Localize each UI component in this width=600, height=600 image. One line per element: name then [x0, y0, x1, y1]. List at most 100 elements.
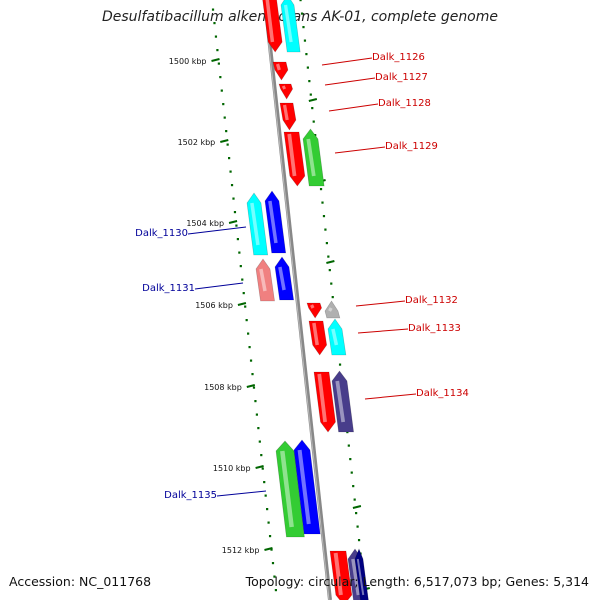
scale-tick: [352, 505, 362, 509]
gene-arrow-shine: [283, 4, 293, 43]
scale-tick: [228, 220, 238, 224]
accession-text: Accession: NC_011768: [9, 574, 152, 589]
scale-dot: [263, 481, 266, 484]
gene-label[interactable]: Dalk_1135: [164, 490, 217, 501]
gene-label[interactable]: Dalk_1126: [372, 52, 425, 63]
label-leader: [355, 300, 406, 307]
gene-label[interactable]: Dalk_1134: [416, 388, 469, 399]
label-leader: [216, 490, 267, 497]
scale-dot: [225, 130, 228, 133]
scale-tick: [326, 260, 335, 264]
gene-label[interactable]: Dalk_1127: [375, 72, 428, 83]
scale-tick-label: 1502 kbp: [178, 138, 216, 147]
scale-dot: [254, 400, 257, 403]
gene-labels: Dalk_1126 Dalk_1127 Dalk_1128 Dalk_1129 Dalk…: [135, 52, 469, 501]
gene-label[interactable]: Dalk_1129: [385, 141, 438, 152]
scale-dot: [213, 22, 216, 25]
scale-dot: [306, 66, 309, 69]
scale-dot: [327, 255, 330, 258]
scale-dot: [242, 292, 245, 295]
scale-dot: [347, 444, 350, 447]
scale-dot: [314, 134, 317, 137]
scale-dot: [211, 8, 215, 11]
gene-arrow: [324, 300, 341, 319]
scale-tick-label: 1512 kbp: [222, 546, 260, 555]
label-leader: [328, 103, 379, 112]
scale-dot: [228, 157, 231, 160]
scale-dot: [271, 562, 275, 565]
gene-arrow: [354, 548, 369, 600]
gene-label[interactable]: Dalk_1130: [135, 228, 188, 239]
scale-dot: [312, 120, 315, 123]
gene-arrow-shine: [281, 85, 287, 90]
scale-dot: [273, 575, 276, 578]
gene-label[interactable]: Dalk_1131: [142, 283, 195, 294]
gene-arrow: [272, 61, 289, 81]
scale-dot: [232, 197, 235, 200]
genome-backbone: [263, 0, 332, 600]
scale-dot: [223, 116, 226, 119]
genome-summary-text: Topology: circular; Length: 6,517,073 bp…: [245, 574, 589, 589]
scale-tick: [255, 465, 264, 469]
scale-dot: [245, 319, 248, 322]
gene-arrow: [246, 192, 269, 256]
scale-tick-label: 1500 kbp: [169, 57, 207, 66]
label-leader: [187, 226, 247, 235]
gene-arrow: [308, 320, 327, 356]
scale-dot: [321, 201, 324, 204]
scale-dot: [324, 228, 327, 231]
scale-dot: [338, 363, 342, 366]
scale-dot: [260, 454, 263, 457]
scale-dot: [244, 305, 247, 308]
gene-arrow-shine: [306, 138, 316, 177]
scale-dot: [349, 458, 352, 461]
gene-arrow: [329, 550, 353, 600]
label-leaders: [187, 57, 417, 497]
gene-arrow-shine: [280, 450, 294, 528]
scale-tick: [308, 98, 318, 102]
scale-dot: [252, 386, 256, 389]
gene-label[interactable]: Dalk_1128: [378, 98, 431, 109]
scale-tick-label: 1508 kbp: [204, 383, 242, 392]
genome-backbone-highlight: [263, 0, 330, 600]
scale-dot: [305, 53, 308, 56]
scale-dot: [229, 170, 232, 173]
scale-dot: [325, 242, 328, 245]
gene-arrow-shine: [351, 558, 361, 596]
scale-dot: [268, 535, 272, 538]
scale-dot: [322, 215, 326, 218]
scale-dots: [211, 0, 367, 596]
gene-arrow: [327, 318, 347, 356]
gene-arrow-shine: [259, 268, 267, 292]
scale-dot: [249, 359, 253, 362]
scale-tick: [264, 547, 273, 551]
scale-dot: [319, 188, 323, 191]
scale-dot: [230, 184, 234, 187]
gene-arrow: [280, 0, 301, 53]
scale-dot: [220, 89, 223, 92]
gene-arrow-shine: [282, 104, 289, 121]
scale-dot: [330, 282, 333, 285]
scale-dot: [264, 494, 267, 497]
scale-dot: [257, 427, 260, 430]
gene-arrow-shine: [335, 380, 346, 423]
scale-dot: [239, 265, 242, 268]
scale-dot: [331, 296, 334, 299]
gene-arrow: [255, 258, 275, 302]
gene-label[interactable]: Dalk_1132: [405, 295, 458, 306]
gene-arrow: [283, 131, 306, 187]
scale-dot: [356, 525, 359, 528]
scale-dot: [300, 12, 304, 15]
scale-dot: [247, 332, 250, 335]
label-leader: [334, 146, 386, 154]
scale-tick: [237, 302, 247, 306]
gene-label[interactable]: Dalk_1133: [408, 323, 461, 334]
scale-dot: [233, 211, 237, 214]
scale-dot: [267, 521, 270, 524]
scale-dot: [222, 103, 225, 106]
gene-arrow-shine: [278, 266, 286, 291]
gene-arrow-shine: [331, 328, 339, 346]
label-leader: [194, 282, 244, 290]
gene-arrow-shine: [275, 63, 281, 71]
scale-dot: [270, 548, 273, 551]
